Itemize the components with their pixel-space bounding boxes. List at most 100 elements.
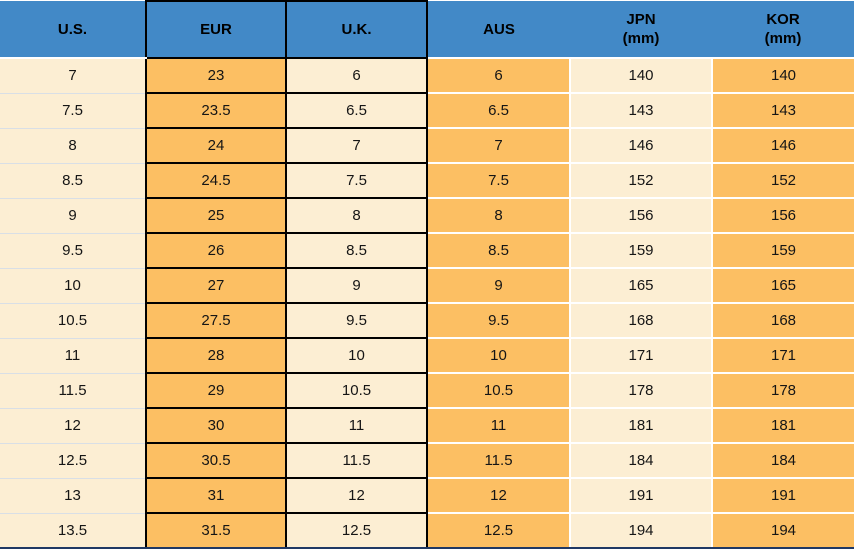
table-row: 8 24 7 7 146 146 [0, 127, 854, 164]
cell-aus: 11 [427, 408, 570, 444]
cell-kor: 194 [712, 513, 854, 549]
table-row: 12.5 30.5 11.5 11.5 184 184 [0, 442, 854, 479]
cell-kor: 165 [712, 268, 854, 304]
cell-uk: 11.5 [285, 442, 428, 479]
column-sublabel: (mm) [622, 30, 660, 47]
cell-jpn: 168 [569, 303, 713, 339]
cell-jpn: 194 [569, 513, 713, 549]
cell-jpn: 184 [569, 443, 713, 479]
cell-kor: 191 [712, 478, 854, 514]
cell-us: 12.5 [0, 443, 146, 479]
cell-kor: 159 [712, 233, 854, 269]
cell-aus: 11.5 [427, 443, 570, 479]
cell-uk: 8.5 [285, 232, 428, 269]
table-row: 10 27 9 9 165 165 [0, 267, 854, 304]
cell-eur: 31 [145, 477, 287, 514]
cell-jpn: 143 [569, 93, 713, 129]
cell-jpn: 146 [569, 128, 713, 164]
table-row: 7 23 6 6 140 140 [0, 57, 854, 94]
cell-us: 8.5 [0, 163, 146, 199]
column-header-kor: KOR (mm) [712, 1, 854, 59]
cell-jpn: 152 [569, 163, 713, 199]
table-row: 11 28 10 10 171 171 [0, 337, 854, 374]
column-label: JPN [626, 11, 656, 28]
column-label: EUR [200, 21, 232, 38]
cell-uk: 6 [285, 57, 428, 94]
cell-us: 7.5 [0, 93, 146, 129]
cell-aus: 6 [427, 58, 570, 94]
column-header-eur: EUR [145, 0, 287, 59]
cell-us: 13.5 [0, 513, 146, 549]
column-header-uk: U.K. [285, 0, 428, 59]
cell-aus: 8.5 [427, 233, 570, 269]
cell-kor: 171 [712, 338, 854, 374]
cell-eur: 31.5 [145, 512, 287, 549]
cell-kor: 184 [712, 443, 854, 479]
column-header-us: U.S. [0, 1, 146, 59]
cell-us: 13 [0, 478, 146, 514]
cell-aus: 12.5 [427, 513, 570, 549]
cell-eur: 24.5 [145, 162, 287, 199]
cell-jpn: 171 [569, 338, 713, 374]
cell-jpn: 156 [569, 198, 713, 234]
column-header-aus: AUS [427, 1, 570, 59]
cell-kor: 143 [712, 93, 854, 129]
cell-aus: 9.5 [427, 303, 570, 339]
cell-uk: 9.5 [285, 302, 428, 339]
column-label: U.K. [341, 21, 372, 38]
column-label: U.S. [57, 20, 88, 38]
table-row: 13.5 31.5 12.5 12.5 194 194 [0, 512, 854, 549]
cell-kor: 156 [712, 198, 854, 234]
cell-us: 9.5 [0, 233, 146, 269]
cell-us: 12 [0, 408, 146, 444]
cell-jpn: 140 [569, 58, 713, 94]
table-row: 13 31 12 12 191 191 [0, 477, 854, 514]
cell-eur: 24 [145, 127, 287, 164]
table-row: 9 25 8 8 156 156 [0, 197, 854, 234]
column-label: KOR [766, 11, 800, 28]
cell-kor: 152 [712, 163, 854, 199]
cell-uk: 7 [285, 127, 428, 164]
cell-jpn: 165 [569, 268, 713, 304]
cell-us: 7 [0, 58, 146, 94]
cell-eur: 23 [145, 57, 287, 94]
cell-jpn: 159 [569, 233, 713, 269]
column-sublabel: (mm) [764, 30, 802, 47]
cell-uk: 11 [285, 407, 428, 444]
table-row: 10.5 27.5 9.5 9.5 168 168 [0, 302, 854, 339]
cell-eur: 26 [145, 232, 287, 269]
cell-aus: 6.5 [427, 93, 570, 129]
column-label: AUS [483, 20, 515, 38]
cell-aus: 10 [427, 338, 570, 374]
cell-aus: 10.5 [427, 373, 570, 409]
cell-eur: 30 [145, 407, 287, 444]
cell-uk: 12.5 [285, 512, 428, 549]
cell-uk: 10 [285, 337, 428, 374]
cell-uk: 9 [285, 267, 428, 304]
table-row: 12 30 11 11 181 181 [0, 407, 854, 444]
cell-jpn: 181 [569, 408, 713, 444]
table-row: 8.5 24.5 7.5 7.5 152 152 [0, 162, 854, 199]
cell-eur: 28 [145, 337, 287, 374]
cell-eur: 27 [145, 267, 287, 304]
cell-aus: 7 [427, 128, 570, 164]
cell-us: 10.5 [0, 303, 146, 339]
cell-eur: 23.5 [145, 92, 287, 129]
header-row: U.S. EUR U.K. AUS JPN (mm) KOR (mm) [0, 0, 854, 59]
cell-kor: 168 [712, 303, 854, 339]
cell-uk: 12 [285, 477, 428, 514]
cell-uk: 10.5 [285, 372, 428, 409]
cell-us: 11 [0, 338, 146, 374]
cell-us: 9 [0, 198, 146, 234]
cell-aus: 12 [427, 478, 570, 514]
cell-kor: 146 [712, 128, 854, 164]
cell-us: 11.5 [0, 373, 146, 409]
table-row: 7.5 23.5 6.5 6.5 143 143 [0, 92, 854, 129]
cell-eur: 25 [145, 197, 287, 234]
cell-eur: 29 [145, 372, 287, 409]
cell-jpn: 191 [569, 478, 713, 514]
cell-us: 10 [0, 268, 146, 304]
cell-aus: 7.5 [427, 163, 570, 199]
cell-kor: 181 [712, 408, 854, 444]
